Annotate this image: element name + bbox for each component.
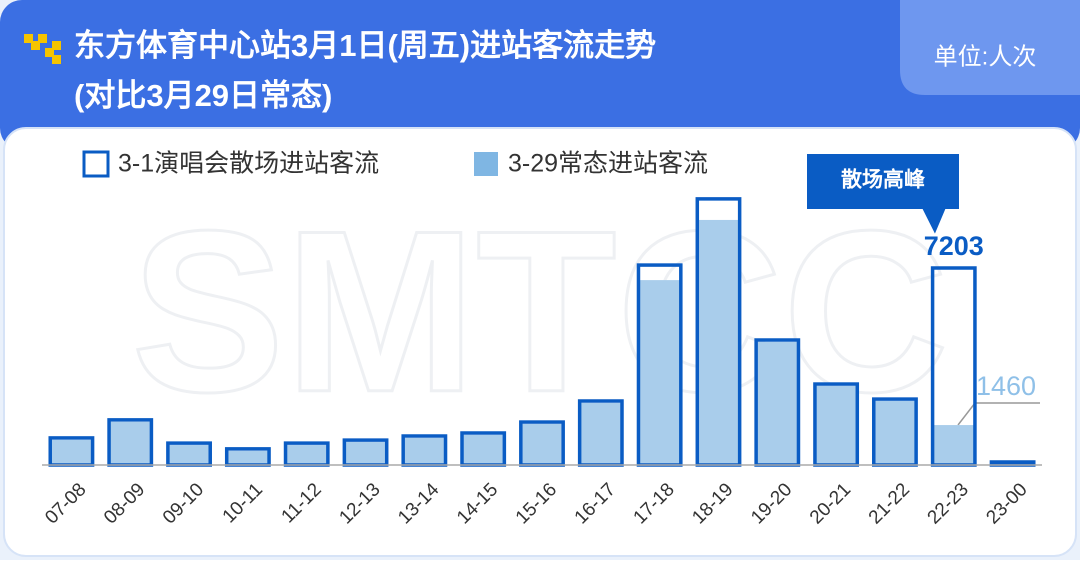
header-band (0, 0, 1080, 150)
bar (697, 219, 740, 465)
bar (462, 434, 505, 465)
bar (638, 280, 681, 465)
legend-label: 3-1演唱会散场进站客流 (118, 150, 379, 178)
unit-box (900, 0, 1080, 95)
bar (814, 385, 858, 465)
bar (579, 402, 622, 465)
bar (756, 341, 799, 465)
bar (403, 437, 446, 465)
chart-title: 东方体育中心站3月1日(周五)进站客流走势 (74, 28, 656, 63)
chart-subtitle: (对比3月29日常态) (74, 78, 332, 113)
bar (873, 401, 917, 465)
legend-label: 3-29常态进站客流 (508, 150, 708, 178)
bar (932, 425, 975, 465)
annotation: 散场高峰 (841, 168, 925, 192)
legend-swatch (82, 150, 110, 178)
callout: 散场高峰 (805, 152, 961, 239)
bar (285, 445, 328, 465)
value-label: 1460 (976, 371, 1036, 401)
bar (109, 421, 152, 465)
bar (226, 450, 270, 465)
legend-swatch (474, 152, 498, 176)
value-label: 7203 (924, 231, 984, 261)
bar (50, 439, 93, 465)
unit-label: 单位:人次 (934, 43, 1037, 70)
bar (167, 445, 211, 465)
bar (520, 423, 564, 465)
logo-icon (24, 34, 61, 64)
bar (344, 442, 387, 465)
legend: 3-1演唱会散场进站客流 3-29常态进站客流 (82, 150, 708, 178)
card (3, 127, 1077, 557)
